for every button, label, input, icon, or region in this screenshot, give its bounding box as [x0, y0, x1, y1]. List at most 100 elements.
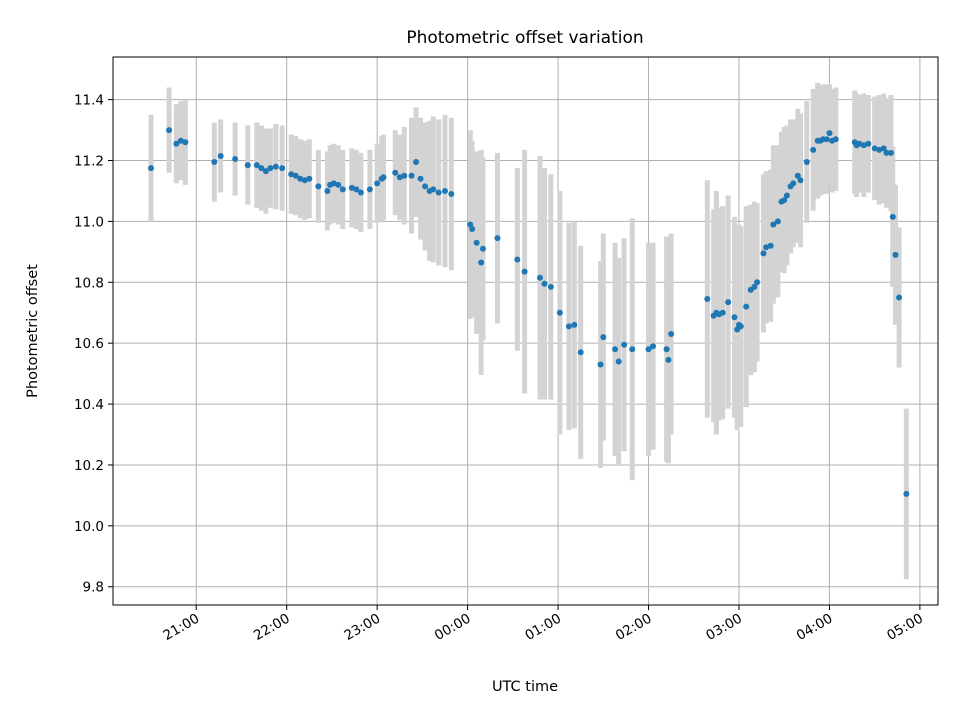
data-point — [166, 127, 173, 134]
data-point — [794, 172, 801, 179]
data-point — [396, 174, 403, 181]
data-point — [514, 256, 521, 263]
y-tick-label: 11.0 — [74, 214, 104, 230]
data-point — [665, 356, 672, 363]
data-point — [663, 346, 670, 353]
data-point — [217, 152, 224, 159]
data-point — [889, 213, 896, 220]
data-point — [292, 172, 299, 179]
data-point — [301, 177, 308, 184]
data-point — [774, 218, 781, 225]
data-point — [173, 140, 180, 147]
data-point — [645, 346, 652, 353]
data-point — [413, 159, 420, 166]
data-point — [467, 221, 474, 228]
data-point — [565, 323, 572, 330]
data-point — [767, 242, 774, 249]
data-point — [335, 181, 342, 188]
data-point — [790, 180, 797, 187]
x-axis-label: UTC time — [492, 679, 558, 695]
data-point — [650, 343, 657, 350]
data-point — [536, 274, 543, 281]
data-point — [262, 168, 269, 175]
y-tick-label: 11.2 — [74, 154, 104, 170]
data-point — [719, 309, 726, 316]
data-point — [612, 346, 619, 353]
data-point — [770, 221, 777, 228]
data-point — [177, 137, 184, 144]
data-point — [781, 197, 788, 204]
data-point — [211, 159, 218, 166]
y-axis-label: Photometric offset — [25, 264, 41, 398]
data-point — [803, 159, 810, 166]
data-point — [577, 349, 584, 356]
chart-title: Photometric offset variation — [406, 28, 643, 48]
data-point — [743, 303, 750, 310]
data-point — [267, 165, 274, 172]
data-point — [147, 165, 154, 172]
data-point — [629, 346, 636, 353]
data-point — [297, 175, 304, 182]
data-point — [880, 145, 887, 152]
data-point — [348, 184, 355, 191]
data-point — [556, 309, 563, 316]
data-point — [339, 186, 346, 193]
data-point — [272, 163, 279, 170]
data-point — [380, 174, 387, 181]
data-point — [876, 146, 883, 153]
data-point — [306, 175, 313, 182]
data-point — [374, 180, 381, 187]
data-point — [258, 165, 265, 172]
data-point — [903, 490, 910, 497]
data-point — [182, 139, 189, 146]
data-point — [244, 162, 251, 169]
data-point — [826, 130, 833, 137]
data-point — [860, 142, 867, 149]
data-point — [232, 155, 239, 162]
data-point — [737, 323, 744, 330]
data-point — [621, 341, 628, 348]
data-point — [392, 169, 399, 176]
plot-frame — [112, 56, 939, 606]
data-point — [571, 321, 578, 328]
data-point — [353, 186, 360, 193]
data-point — [887, 149, 894, 156]
data-point — [797, 177, 804, 184]
data-point — [494, 235, 501, 242]
y-tick-label: 11.4 — [74, 93, 104, 109]
data-point — [422, 183, 429, 190]
data-point — [823, 136, 830, 143]
y-tick-label: 9.8 — [83, 580, 104, 596]
data-point — [478, 259, 485, 266]
data-point — [704, 296, 711, 303]
data-point — [417, 175, 424, 182]
data-point — [871, 145, 878, 152]
data-point — [615, 358, 622, 365]
data-point — [896, 294, 903, 301]
data-point — [479, 245, 486, 252]
data-point — [547, 283, 554, 290]
data-point — [473, 239, 480, 246]
y-tick-label: 10.8 — [74, 275, 104, 291]
data-points — [147, 127, 910, 497]
data-point — [408, 172, 415, 179]
data-point — [883, 149, 890, 156]
data-point — [731, 314, 738, 321]
data-point — [315, 183, 322, 190]
data-point — [366, 186, 373, 193]
data-point — [448, 191, 455, 197]
data-point — [832, 136, 839, 143]
data-point — [435, 189, 442, 196]
data-point — [430, 186, 437, 193]
data-point — [401, 172, 408, 179]
data-point — [892, 251, 899, 258]
y-tick-label: 10.6 — [74, 336, 104, 352]
data-point — [763, 244, 770, 251]
data-point — [441, 187, 448, 194]
data-point — [541, 280, 548, 287]
data-point — [810, 146, 817, 153]
data-point — [288, 171, 295, 178]
data-point — [760, 250, 767, 257]
data-point — [469, 226, 476, 233]
